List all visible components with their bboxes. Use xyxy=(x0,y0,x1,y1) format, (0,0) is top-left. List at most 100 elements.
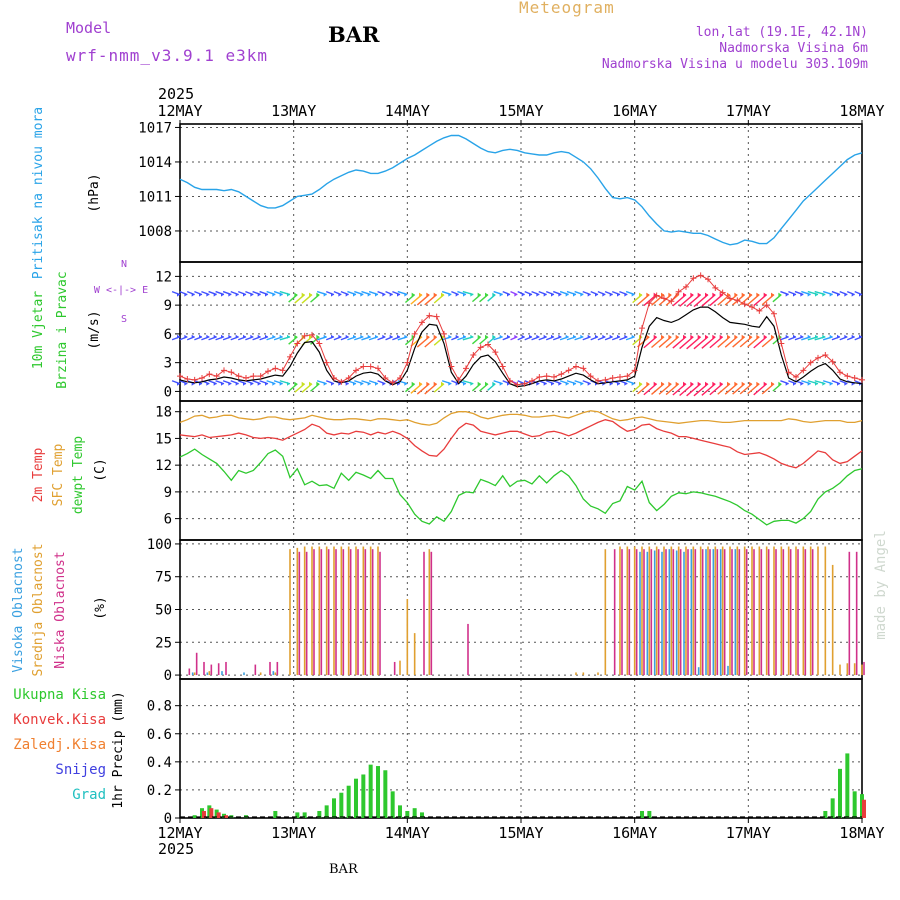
wind-barb xyxy=(747,294,760,306)
wind-barb-head xyxy=(367,334,371,339)
wind-barb-head xyxy=(345,292,349,297)
x-tick-label-bottom: 14MAY xyxy=(385,824,430,842)
wind-barb-head xyxy=(580,292,584,297)
wind-barb-head xyxy=(470,381,474,386)
wind-barb-head xyxy=(661,381,664,386)
wind-barb-head xyxy=(470,292,474,297)
wind-barb-head xyxy=(294,381,298,386)
wind-barb xyxy=(416,294,430,306)
temperature-ytick-label: 9 xyxy=(164,485,172,501)
credit-label: made by Angel xyxy=(873,530,889,640)
wind-barb-head xyxy=(382,292,386,297)
wind-barb-head xyxy=(177,334,180,339)
wind-barb-head xyxy=(375,334,378,339)
wind-gust-marker xyxy=(301,332,308,339)
wind-gust-marker xyxy=(778,340,785,347)
wind-barb-head xyxy=(507,292,510,297)
wind-barb-head xyxy=(199,292,202,297)
wind-barb-head xyxy=(250,334,254,339)
wind-barb xyxy=(672,294,687,307)
wind-barb-head xyxy=(375,381,378,386)
wind-barb xyxy=(686,294,702,308)
wind-barb-head xyxy=(301,381,305,386)
wind-barb-head xyxy=(353,381,356,386)
wind-barb xyxy=(665,383,680,396)
wind-gust-marker xyxy=(551,374,557,381)
wind-barb-head xyxy=(815,292,818,297)
wind-gust-marker xyxy=(331,374,337,381)
wind-barb-head xyxy=(851,292,855,297)
wind-barb-head xyxy=(624,334,628,339)
wind-barb-head xyxy=(463,292,466,297)
temperature-ytick-label: 6 xyxy=(164,512,172,528)
wind-barb-head xyxy=(741,381,745,386)
wind-barb xyxy=(679,336,694,350)
wind-barb-head xyxy=(580,334,584,339)
wind-barb-head xyxy=(360,334,364,339)
wind-barb-head xyxy=(675,334,679,339)
wind-gust-marker xyxy=(763,302,770,309)
precip-conv-bar xyxy=(224,815,228,818)
wind-barb-head xyxy=(206,381,210,386)
wind-barb xyxy=(294,383,306,393)
temp-sfc-label: SFC Temp xyxy=(51,444,66,507)
precip-total-bar xyxy=(640,810,644,818)
model-label: Model xyxy=(66,19,112,37)
wind-barb xyxy=(487,336,496,344)
wind-barb-head xyxy=(763,292,767,297)
wind-barb-head xyxy=(514,334,518,339)
temp-sfc-line xyxy=(179,410,863,426)
precip-conv-bar xyxy=(862,799,866,818)
wind-barb-head xyxy=(844,334,848,339)
wind-barb xyxy=(724,336,738,348)
wind-barb xyxy=(294,294,306,304)
cloud-ytick-label: 50 xyxy=(155,603,172,619)
wind-gust-marker xyxy=(433,313,440,320)
wind-barb xyxy=(709,294,724,307)
wind-barb-head xyxy=(257,381,261,386)
precip-total-bar xyxy=(295,812,300,818)
wind-barb-head xyxy=(397,292,400,297)
wind-barb-head xyxy=(580,381,584,386)
wind-barb-head xyxy=(646,292,650,297)
precip-total-bar xyxy=(368,764,373,818)
wind-barb-head xyxy=(499,292,503,297)
wind-barb xyxy=(416,383,430,395)
wind-barb-head xyxy=(272,292,276,297)
precip-ytick-label: 0 xyxy=(164,811,172,827)
x-tick-label-top: 16MAY xyxy=(612,102,657,120)
wind-compass-we: W <-|-> E xyxy=(94,285,148,296)
wind-barb xyxy=(651,336,665,349)
wind-barb-head xyxy=(279,381,283,386)
wind-gust-marker xyxy=(345,374,352,381)
wind-barb-head xyxy=(353,334,356,339)
wind-ytick-label: 0 xyxy=(164,384,172,400)
wind-barb xyxy=(479,383,489,392)
temp-2m-label: 2m Temp xyxy=(31,447,46,502)
wind-barb-head xyxy=(477,292,481,297)
precip-conv-bar xyxy=(202,810,206,818)
wind-gust-marker xyxy=(213,373,220,380)
pressure-axis-title: Pritisak na nivou mora xyxy=(31,107,46,279)
wind-barb-head xyxy=(316,381,320,386)
precip-conv-bar xyxy=(216,812,221,818)
wind-barb xyxy=(433,294,445,304)
wind-barb-head xyxy=(250,381,254,386)
wind-barb xyxy=(479,294,489,303)
precip-total-bar xyxy=(376,766,380,818)
wind-barb-head xyxy=(389,334,393,339)
wind-barb-head xyxy=(551,334,554,339)
wind-barb-head xyxy=(844,292,848,297)
wind-ytick-label: 9 xyxy=(164,298,172,314)
wind-barb xyxy=(433,383,445,393)
pressure-ytick-label: 1014 xyxy=(138,155,172,171)
wind-barb-head xyxy=(829,334,833,339)
cloud-panel: 0 25 50 75 100 xyxy=(147,537,863,684)
footer-station: BAR xyxy=(329,862,358,877)
wind-gust-marker xyxy=(521,380,528,387)
wind-barb-head xyxy=(177,292,180,297)
pressure-line xyxy=(179,134,863,246)
wind-speed-line xyxy=(179,306,863,388)
pressure-frame xyxy=(179,123,863,263)
wind-barb xyxy=(701,383,716,396)
